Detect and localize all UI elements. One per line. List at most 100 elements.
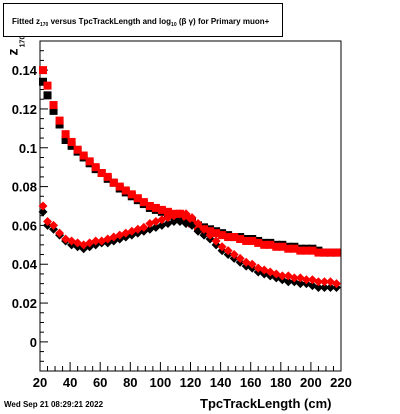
x-tick-label: 200 — [300, 375, 322, 390]
data-point-square — [308, 246, 317, 255]
x-tick-label: 140 — [210, 375, 232, 390]
data-point-square — [61, 130, 70, 139]
data-point-square — [296, 246, 305, 255]
data-point-square — [43, 91, 52, 100]
data-point-square — [157, 205, 166, 214]
data-point-diamond — [193, 218, 203, 228]
data-point-diamond — [319, 283, 329, 293]
data-point-diamond — [205, 230, 215, 240]
data-point-square — [242, 236, 251, 245]
data-point-diamond — [289, 273, 299, 283]
data-point-diamond — [43, 217, 53, 227]
x-axis-title: TpcTrackLength (cm) — [200, 396, 332, 411]
data-point-square — [73, 145, 82, 154]
x-tick-label: 40 — [63, 375, 77, 390]
x-tick-label: 100 — [150, 375, 172, 390]
data-point-diamond — [175, 209, 185, 219]
data-point-square — [302, 246, 311, 255]
data-point-square — [127, 190, 136, 199]
data-point-square — [320, 248, 329, 257]
data-point-square — [284, 244, 293, 253]
data-point-diamond — [181, 209, 191, 219]
y-tick-label: 0.02 — [12, 296, 37, 311]
x-tick-label: 180 — [270, 375, 292, 390]
data-point-diamond — [91, 236, 101, 246]
y-tick-label: 0.12 — [12, 102, 37, 117]
x-tick-label: 160 — [240, 375, 262, 390]
y-tick-label: 0 — [30, 335, 37, 350]
data-point-square — [133, 194, 142, 203]
data-point-square — [67, 137, 76, 146]
data-point-square — [224, 233, 233, 242]
data-point-diamond — [313, 277, 323, 287]
data-point-diamond — [277, 271, 287, 281]
data-point-square — [260, 240, 269, 249]
data-point-diamond — [325, 283, 335, 293]
data-point-square — [332, 248, 341, 257]
y-axis-label-subscript: 170 — [19, 35, 27, 48]
y-axis-title: z 170 — [4, 36, 27, 66]
data-point-square — [43, 81, 52, 90]
data-point-diamond — [319, 277, 329, 287]
data-point-square — [278, 242, 287, 251]
data-point-square — [61, 136, 70, 144]
timestamp-footer: Wed Sep 21 08:29:21 2022 — [4, 400, 104, 409]
data-point-square — [254, 238, 263, 247]
data-point-diamond — [301, 275, 311, 285]
data-point-square — [103, 172, 112, 181]
data-point-square — [49, 106, 58, 115]
data-point-square — [139, 198, 148, 207]
y-axis: 0 0.02 0.04 0.06 0.08 0.1 0.12 0.14 — [12, 50, 48, 362]
data-point-square — [79, 151, 88, 160]
data-point-square — [151, 203, 160, 212]
data-point-diamond — [235, 253, 245, 263]
data-point-diamond — [199, 230, 209, 240]
y-tick-label: 0.06 — [12, 218, 37, 233]
data-point-diamond — [295, 279, 305, 289]
y-tick-label: 0.14 — [12, 63, 38, 78]
x-tick-label: 120 — [180, 375, 202, 390]
y-axis-label: z — [4, 48, 21, 56]
data-point-diamond — [139, 222, 149, 232]
data-point-diamond — [199, 224, 209, 234]
data-point-square — [145, 202, 154, 210]
data-point-diamond — [223, 246, 233, 256]
data-point-square — [115, 182, 124, 191]
data-point-diamond — [331, 279, 341, 289]
data-point-square — [85, 157, 94, 166]
data-point-square — [266, 240, 275, 249]
data-point-square — [218, 231, 227, 240]
data-point-diamond — [187, 213, 197, 223]
y-tick-label: 0.04 — [12, 257, 38, 272]
data-point-diamond — [169, 217, 179, 227]
data-point-square — [39, 66, 48, 75]
data-point-diamond — [49, 220, 59, 230]
data-point-square — [290, 244, 299, 253]
data-point-diamond — [38, 201, 48, 211]
y-tick-label: 0.1 — [19, 141, 37, 156]
data-point-square — [121, 186, 130, 195]
data-point-diamond — [247, 259, 257, 269]
plot-frame — [39, 40, 342, 372]
x-axis: 20 40 60 80 100 120 140 160 180 200 220 — [33, 362, 352, 390]
y-tick-label: 0.08 — [12, 180, 37, 195]
data-point-square — [55, 116, 64, 125]
chart-title-box: Fitted z170 versus TpcTrackLength and lo… — [3, 3, 283, 37]
data-point-square — [163, 207, 172, 216]
data-point-square — [314, 248, 323, 257]
data-points — [38, 66, 341, 293]
data-point-diamond — [313, 283, 323, 293]
data-point-square — [91, 163, 100, 172]
data-point-diamond — [283, 277, 293, 287]
data-point-square — [326, 248, 335, 257]
data-point-diamond — [217, 242, 227, 252]
data-point-square — [236, 235, 245, 243]
data-point-square — [109, 178, 118, 187]
data-point-square — [248, 236, 257, 245]
data-point-square — [97, 169, 106, 177]
data-point-diamond — [211, 236, 221, 246]
data-point-square — [230, 233, 239, 242]
chart-title: Fitted z170 versus TpcTrackLength and lo… — [12, 17, 270, 28]
x-tick-label: 220 — [330, 375, 352, 390]
